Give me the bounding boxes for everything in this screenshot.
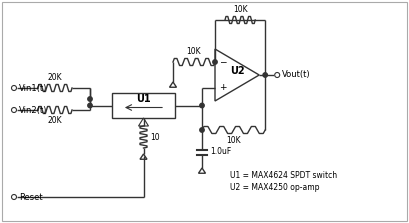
Circle shape — [213, 60, 217, 64]
Text: U1 = MAX4624 SPDT switch: U1 = MAX4624 SPDT switch — [230, 171, 337, 180]
Text: 10: 10 — [151, 132, 160, 142]
Circle shape — [11, 85, 16, 91]
Circle shape — [200, 128, 204, 132]
Text: U1: U1 — [136, 94, 151, 104]
Text: 10K: 10K — [226, 136, 241, 145]
Circle shape — [275, 72, 280, 78]
Circle shape — [88, 97, 92, 101]
Text: 10K: 10K — [233, 5, 247, 14]
Text: 1.0uF: 1.0uF — [210, 147, 231, 157]
Text: Reset: Reset — [19, 192, 43, 202]
Text: −: − — [219, 58, 227, 66]
Text: Vin2(t): Vin2(t) — [19, 105, 47, 114]
Text: U2: U2 — [230, 66, 245, 76]
Circle shape — [200, 103, 204, 108]
Circle shape — [11, 107, 16, 112]
Text: 20K: 20K — [48, 73, 62, 82]
Circle shape — [88, 103, 92, 108]
Circle shape — [11, 194, 16, 200]
Text: +: + — [219, 83, 227, 93]
Text: 20K: 20K — [48, 116, 62, 125]
Bar — [112, 93, 175, 118]
Polygon shape — [215, 49, 259, 101]
Text: Vin1(t): Vin1(t) — [19, 83, 47, 93]
Text: 10K: 10K — [187, 47, 201, 56]
Circle shape — [263, 73, 267, 77]
Text: Vout(t): Vout(t) — [282, 70, 311, 80]
Text: U2 = MAX4250 op-amp: U2 = MAX4250 op-amp — [230, 184, 319, 192]
